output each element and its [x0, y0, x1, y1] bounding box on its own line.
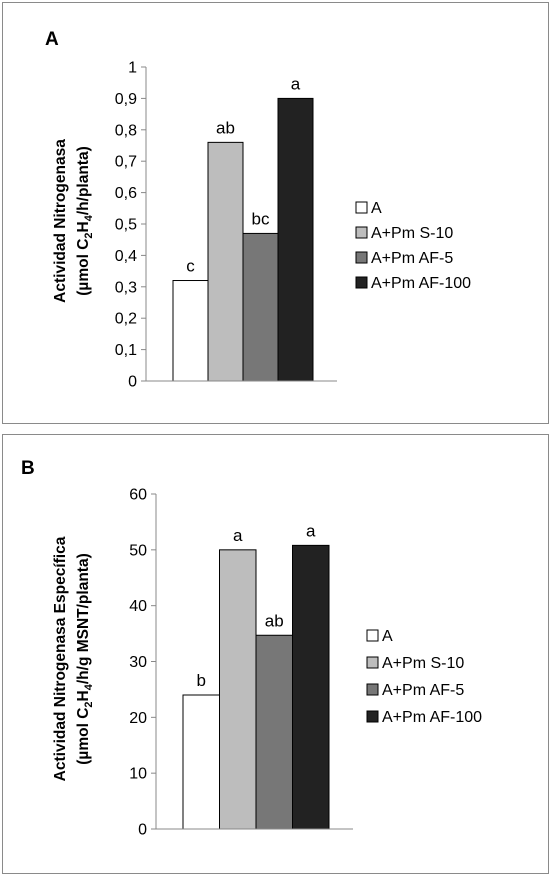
chart-a-y-tick-label: 0,9 [115, 91, 137, 108]
chart-b-bar-4 [292, 544, 330, 830]
chart-b-y-title-line1: Actividad Nitrogenasa Específica [52, 536, 69, 781]
chart-a-y-tick-label: 0,2 [115, 311, 137, 328]
chart-b-svg: B 0 10 20 30 40 50 60 b a ab a Actividad Nitrogenasa… [21, 458, 482, 839]
chart-a-significance-label: bc [252, 209, 270, 228]
chart-b-bar-1 [182, 694, 220, 830]
chart-a-legend-swatch-4 [355, 276, 368, 289]
chart-b-y-tick-label: 20 [129, 710, 147, 727]
chart-a-y-tick-label: 0,6 [115, 185, 137, 202]
chart-b-y-title-part: 2 [83, 701, 95, 707]
chart-a-y-title-part: 2 [83, 232, 95, 238]
chart-b-legend-label: A+Pm AF-100 [382, 709, 482, 726]
chart-a-legend-swatch-1 [355, 201, 368, 214]
chart-b-y-tick-label: 40 [129, 598, 147, 615]
chart-a-legend-label: A+Pm AF-100 [371, 275, 471, 292]
chart-a-y-title: Actividad Nitrogenasa (µmol C2H4/h/planta… [52, 139, 95, 303]
chart-a-y-title-part: /h/planta) [75, 146, 92, 215]
chart-a-bar-4 [277, 97, 314, 382]
chart-a-bar-1 [172, 280, 209, 382]
chart-b-y-tick-label: 30 [129, 654, 147, 671]
chart-b-y-title-part: 4 [83, 683, 95, 690]
chart-b-significance-label: a [306, 521, 316, 540]
chart-b-panel-label: B [21, 458, 35, 479]
chart-a-bar-3 [242, 232, 279, 382]
chart-a-legend-label: A+Pm AF-5 [371, 250, 453, 267]
chart-a-y-tick-label: 0,4 [115, 248, 137, 265]
chart-a-panel-label: A [45, 29, 59, 50]
chart-a-svg: A 0 0,1 0,2 0,3 0,4 0,5 0,6 0,7 0,8 0,9 1 c ab bc a Acti… [45, 29, 471, 391]
chart-a-y-tick-label: 1 [128, 60, 137, 77]
chart-b-y-title-part: H [75, 690, 92, 701]
chart-b-significance-label: a [233, 526, 243, 545]
chart-a-y-tick-label: 0,1 [115, 342, 137, 359]
chart-a-y-tick-label: 0,7 [115, 154, 137, 171]
chart-b-legend-swatch-2 [366, 656, 379, 669]
chart-a-y-title-part: (µmol C [75, 239, 92, 296]
chart-a-legend-swatch-3 [355, 251, 368, 264]
chart-b-legend-label: A+Pm S-10 [382, 655, 464, 672]
chart-b-y-title-part: /h/g MSNT/planta) [75, 553, 92, 684]
chart-a-y-tick-label: 0 [128, 374, 137, 391]
chart-a-y-tick-label: 0,5 [115, 217, 137, 234]
chart-a-legend-label: A+Pm S-10 [371, 225, 453, 242]
chart-b-y-tick-label: 10 [129, 766, 147, 783]
chart-b-y-tick-label: 60 [129, 487, 147, 504]
chart-b-legend-swatch-3 [366, 683, 379, 696]
chart-b-y-title: Actividad Nitrogenasa Específica (µmol C2… [52, 536, 95, 781]
chart-b-legend-label: A [382, 628, 393, 645]
chart-a-significance-label: c [186, 257, 195, 276]
chart-b-y-title-line2: (µmol C2H4/h/g MSNT/planta) [75, 553, 95, 765]
chart-b-significance-label: b [197, 671, 206, 690]
chart-a-significance-label: ab [216, 118, 235, 137]
chart-a-legend-swatch-2 [355, 226, 368, 239]
chart-a-y-tick-label: 0,8 [115, 122, 137, 139]
chart-a-bar-2 [207, 141, 244, 382]
chart-b-bar-2 [219, 549, 257, 830]
chart-b-legend-label: A+Pm AF-5 [382, 682, 464, 699]
chart-b-significance-label: ab [265, 611, 284, 630]
chart-a-y-tick-label: 0,3 [115, 279, 137, 296]
chart-b-y-tick-label: 0 [138, 822, 147, 839]
chart-a-significance-label: a [291, 74, 301, 93]
chart-b-legend-swatch-1 [366, 629, 379, 642]
chart-a-y-title-line2: (µmol C2H4/h/planta) [75, 146, 95, 296]
chart-panel-b: B 0 10 20 30 40 50 60 b a ab a Actividad Nitrogenasa… [2, 434, 549, 874]
chart-b-y-title-part: (µmol C [75, 708, 92, 765]
chart-b-legend-swatch-4 [366, 710, 379, 723]
chart-a-y-title-part: H [75, 221, 92, 232]
chart-panel-a: A 0 0,1 0,2 0,3 0,4 0,5 0,6 0,7 0,8 0,9 1 c ab bc a Acti… [2, 2, 549, 424]
chart-a-y-title-line1: Actividad Nitrogenasa [52, 139, 69, 303]
chart-b-bar-3 [255, 634, 293, 830]
chart-a-legend-label: A [371, 200, 382, 217]
chart-a-y-title-part: 4 [83, 214, 95, 221]
chart-b-y-tick-label: 50 [129, 542, 147, 559]
